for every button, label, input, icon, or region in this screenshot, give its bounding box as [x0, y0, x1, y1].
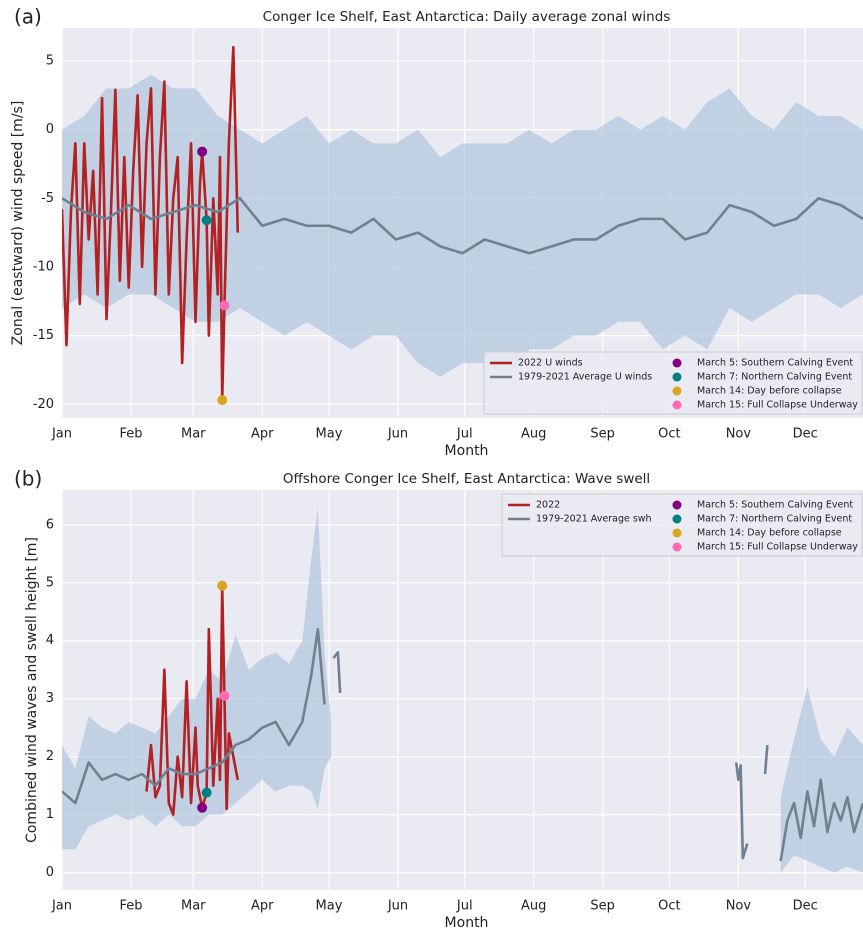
chart-title: Offshore Conger Ice Shelf, East Antarcti…	[283, 471, 650, 487]
x-tick-label: May	[316, 427, 343, 442]
legend-label: 2022	[536, 500, 560, 511]
event-marker	[201, 215, 212, 226]
legend-swatch	[672, 500, 682, 510]
legend-swatch	[672, 372, 682, 382]
y-tick-label: 5	[46, 575, 54, 590]
legend-label: March 5: Southern Calving Event	[697, 358, 853, 369]
legend-label: March 7: Northern Calving Event	[697, 372, 852, 383]
x-tick-label: Jul	[456, 899, 473, 914]
data-line	[62, 627, 863, 862]
legend-label: 2022 U winds	[518, 358, 583, 369]
x-tick-label: May	[316, 899, 343, 914]
x-tick-label: Feb	[119, 899, 142, 914]
x-tick-label: Feb	[119, 427, 142, 442]
x-axis-label: Month	[445, 915, 489, 929]
x-tick-label: Jun	[387, 899, 408, 914]
legend-label: March 14: Day before collapse	[697, 528, 842, 539]
legend-label: 1979-2021 Average swh	[536, 514, 652, 525]
y-tick-label: 5	[46, 53, 54, 68]
chart-title: Conger Ice Shelf, East Antarctica: Daily…	[263, 9, 671, 25]
x-tick-label: Apr	[251, 427, 274, 442]
event-marker	[217, 580, 228, 591]
y-tick-label: -5	[41, 191, 54, 206]
legend-label: 1979-2021 Average U winds	[518, 372, 652, 383]
y-tick-label: 0	[46, 122, 54, 137]
band-area	[62, 507, 332, 850]
event-marker	[201, 787, 212, 798]
legend-label: March 15: Full Collapse Underway	[697, 400, 858, 411]
y-tick-label: 1	[46, 807, 54, 822]
legend-swatch	[672, 528, 682, 538]
x-tick-label: Jan	[51, 427, 72, 442]
plot-content	[62, 507, 863, 873]
y-tick-label: 6	[46, 517, 54, 532]
legend-swatch	[672, 358, 682, 368]
legend-box	[501, 493, 863, 557]
event-marker	[219, 300, 230, 311]
legend-swatch	[672, 514, 682, 524]
band-area	[62, 74, 863, 377]
event-marker	[197, 146, 208, 157]
y-tick-label: -20	[33, 397, 54, 412]
legend-label: March 14: Day before collapse	[697, 386, 842, 397]
x-tick-label: Mar	[181, 899, 206, 914]
y-tick-label: -15	[33, 328, 54, 343]
event-marker	[219, 690, 230, 701]
x-tick-label: Sep	[590, 899, 615, 914]
legend-label: March 7: Northern Calving Event	[697, 514, 852, 525]
legend-swatch	[672, 542, 682, 552]
legend-label: March 5: Southern Calving Event	[697, 500, 853, 511]
x-tick-label: Nov	[726, 427, 752, 442]
legend-swatch	[672, 386, 682, 396]
x-tick-label: Jun	[387, 427, 408, 442]
x-tick-label: Aug	[521, 899, 546, 914]
panel-label: (b)	[14, 467, 42, 491]
panel-label: (a)	[14, 5, 42, 29]
x-tick-label: Dec	[793, 427, 818, 442]
y-tick-label: 3	[46, 691, 54, 706]
y-axis-label: Zonal (eastward) wind speed [m/s]	[10, 101, 26, 346]
legend-label: March 15: Full Collapse Underway	[697, 542, 858, 553]
y-tick-label: 2	[46, 749, 54, 764]
x-tick-label: Sep	[590, 427, 615, 442]
y-axis-label: Combined wind waves and swell height [m]	[24, 537, 40, 843]
legend: 2022 1979-2021 Average swh March 5: Southe…	[501, 493, 863, 557]
x-axis-label: Month	[445, 443, 489, 459]
event-marker	[197, 802, 208, 813]
plot-content	[62, 45, 863, 406]
y-tick-label: 4	[46, 633, 54, 648]
x-tick-label: Aug	[521, 427, 546, 442]
event-marker	[217, 395, 228, 406]
x-tick-label: Jul	[456, 427, 473, 442]
x-tick-label: Mar	[181, 427, 206, 442]
data-line	[62, 196, 863, 255]
panel: (b) Offshore Conger Ice Shelf, East Antar…	[14, 467, 863, 929]
data-line	[62, 45, 240, 402]
y-tick-label: 0	[46, 865, 54, 880]
y-tick-label: -10	[33, 259, 54, 274]
x-tick-label: Apr	[251, 899, 274, 914]
x-tick-label: Oct	[658, 427, 680, 442]
x-tick-label: Nov	[726, 899, 752, 914]
panel: (a) Conger Ice Shelf, East Antarctica: Da…	[10, 5, 863, 459]
x-tick-label: Oct	[658, 899, 680, 914]
x-tick-label: Jan	[51, 899, 72, 914]
legend-swatch	[672, 400, 682, 410]
x-tick-label: Dec	[793, 899, 818, 914]
legend: 2022 U winds 1979-2021 Average U winds Mar…	[483, 351, 863, 415]
